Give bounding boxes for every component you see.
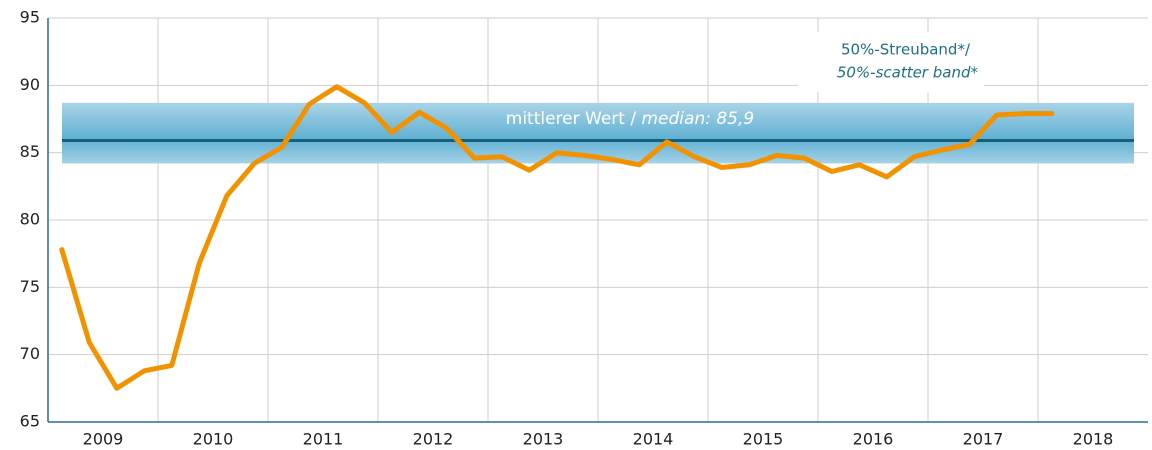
x-tick-label: 2010: [193, 430, 234, 449]
x-tick-label: 2011: [303, 430, 344, 449]
x-tick-label: 2016: [853, 430, 894, 449]
x-tick-label: 2009: [83, 430, 124, 449]
median-label-plain: mittlerer Wert /: [506, 109, 642, 129]
y-tick-label: 80: [20, 210, 40, 229]
annotation-box: [798, 32, 984, 92]
median-label-italic: median: 85,9: [642, 109, 755, 129]
band-label: 50%-Streuband*/: [841, 41, 971, 59]
x-tick-label: 2013: [523, 430, 564, 449]
scatter-band: [62, 102, 1134, 164]
x-tick-label: 2018: [1073, 430, 1114, 449]
y-tick-label: 65: [20, 412, 40, 431]
x-tick-label: 2014: [633, 430, 674, 449]
y-tick-label: 90: [20, 75, 40, 94]
median-label: mittlerer Wert / median: 85,9: [506, 109, 754, 129]
data-line: [59, 84, 1055, 391]
y-tick-label: 75: [20, 277, 40, 296]
x-tick-label: 2012: [413, 430, 454, 449]
band-label: 50%-scatter band*: [837, 64, 979, 82]
x-tick-label: 2017: [963, 430, 1004, 449]
y-tick-label: 95: [20, 8, 40, 27]
y-tick-label: 85: [20, 142, 40, 161]
y-tick-label: 70: [20, 344, 40, 363]
x-tick-label: 2015: [743, 430, 784, 449]
